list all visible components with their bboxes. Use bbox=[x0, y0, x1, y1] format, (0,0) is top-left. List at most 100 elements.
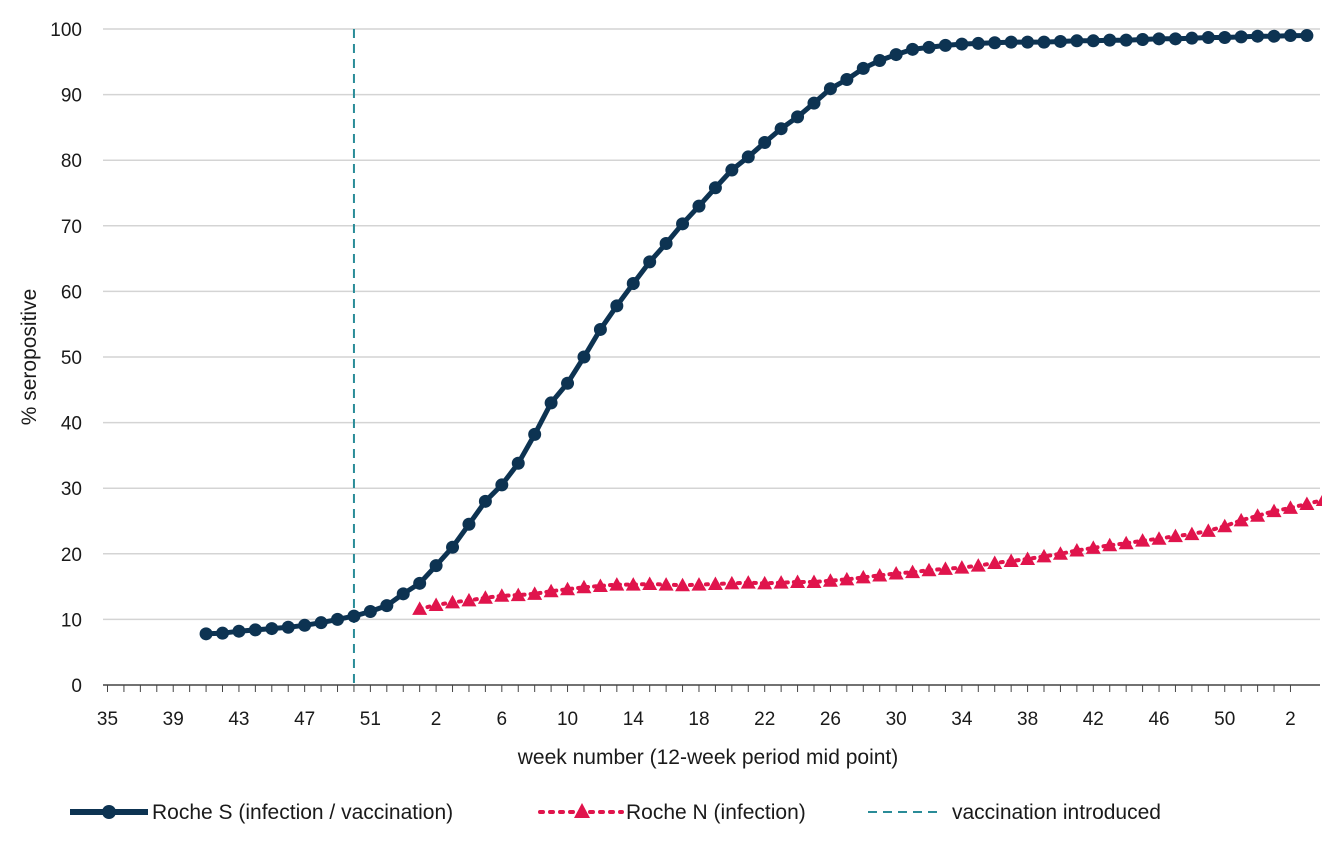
data-point bbox=[495, 478, 509, 492]
data-point bbox=[1085, 540, 1101, 554]
data-point bbox=[643, 255, 657, 269]
data-point bbox=[1119, 33, 1133, 47]
data-point bbox=[1234, 30, 1248, 44]
data-point bbox=[740, 575, 756, 589]
y-tick-label: 20 bbox=[61, 545, 82, 566]
data-point bbox=[511, 456, 525, 470]
data-point bbox=[1233, 512, 1249, 527]
data-point bbox=[314, 616, 328, 630]
data-point bbox=[1168, 32, 1182, 46]
data-point bbox=[265, 622, 279, 636]
x-tick-label: 34 bbox=[951, 709, 973, 730]
data-point bbox=[560, 581, 576, 596]
data-point bbox=[888, 565, 904, 580]
data-point bbox=[840, 73, 854, 87]
x-tick-label: 6 bbox=[497, 709, 508, 730]
data-point bbox=[216, 626, 230, 640]
data-point bbox=[1250, 508, 1266, 522]
x-tick-labels: 35 39 43 47 51 2 6 10 14 18 22 26 30 34 38 42 46 50 2 bbox=[97, 709, 1296, 730]
data-point bbox=[922, 40, 936, 54]
data-point bbox=[544, 396, 558, 410]
data-point bbox=[822, 573, 838, 587]
data-point bbox=[232, 624, 246, 638]
data-point bbox=[774, 122, 788, 136]
gridlines bbox=[103, 28, 1320, 621]
y-tick-label: 90 bbox=[61, 86, 82, 107]
data-point bbox=[806, 574, 822, 589]
data-point bbox=[921, 562, 937, 577]
x-tick-label: 47 bbox=[294, 709, 315, 730]
data-point bbox=[691, 577, 707, 591]
data-point bbox=[1152, 32, 1166, 46]
data-point bbox=[1135, 533, 1151, 547]
data-point bbox=[1086, 34, 1100, 48]
x-tick-label: 2 bbox=[431, 709, 442, 730]
data-point bbox=[412, 601, 428, 615]
data-point bbox=[906, 42, 920, 56]
legend: Roche S (infection / vaccination) Roche … bbox=[70, 801, 1161, 824]
x-tick-label: 18 bbox=[688, 709, 709, 730]
series-roche-n bbox=[412, 494, 1322, 615]
data-point bbox=[1201, 31, 1215, 45]
data-point bbox=[692, 199, 706, 213]
data-point bbox=[477, 590, 493, 604]
data-point bbox=[1267, 29, 1281, 43]
x-tick-label: 22 bbox=[754, 709, 775, 730]
x-tick-label: 35 bbox=[97, 709, 118, 730]
data-point bbox=[428, 597, 444, 611]
data-point bbox=[658, 577, 674, 591]
y-tick-label: 60 bbox=[61, 282, 82, 303]
legend-item-roche-s: Roche S (infection / vaccination) bbox=[70, 801, 453, 824]
data-point bbox=[577, 350, 591, 364]
data-point bbox=[1184, 526, 1200, 541]
data-point bbox=[1282, 500, 1298, 514]
series-layer bbox=[199, 29, 1322, 641]
x-tick-label: 42 bbox=[1083, 709, 1104, 730]
data-point bbox=[937, 561, 953, 575]
data-point bbox=[1266, 503, 1282, 518]
data-point bbox=[1251, 29, 1265, 43]
data-point bbox=[1315, 494, 1322, 507]
data-point bbox=[248, 623, 262, 637]
legend-marker-roche-s bbox=[102, 805, 116, 819]
data-point bbox=[363, 605, 377, 619]
data-point bbox=[626, 277, 640, 291]
data-point bbox=[543, 583, 559, 598]
data-point bbox=[1103, 33, 1117, 47]
x-axis bbox=[103, 684, 1320, 692]
data-point bbox=[592, 578, 608, 592]
x-tick-label: 50 bbox=[1214, 709, 1235, 730]
data-point bbox=[462, 517, 476, 531]
data-point bbox=[1185, 31, 1199, 45]
data-point bbox=[1021, 35, 1035, 49]
data-point bbox=[1020, 551, 1036, 566]
data-point bbox=[1283, 29, 1297, 43]
legend-label-vaccination: vaccination introduced bbox=[952, 801, 1161, 824]
data-point bbox=[561, 376, 575, 390]
y-tick-label: 70 bbox=[61, 217, 82, 238]
y-tick-label: 40 bbox=[61, 414, 82, 435]
data-point bbox=[773, 575, 789, 589]
data-point bbox=[380, 599, 394, 613]
data-point bbox=[954, 560, 970, 574]
x-tick-label: 30 bbox=[886, 709, 907, 730]
data-point bbox=[1069, 543, 1085, 557]
y-tick-label: 100 bbox=[50, 20, 82, 41]
data-point bbox=[625, 577, 641, 591]
series-roche-s bbox=[199, 29, 1314, 641]
data-point bbox=[905, 564, 921, 579]
data-point bbox=[758, 135, 772, 149]
y-tick-label: 50 bbox=[61, 348, 82, 369]
data-point bbox=[610, 299, 624, 313]
data-point bbox=[675, 577, 691, 592]
data-point bbox=[1136, 32, 1150, 46]
data-point bbox=[527, 586, 543, 600]
data-point bbox=[791, 110, 805, 124]
x-tick-label: 43 bbox=[228, 709, 249, 730]
data-point bbox=[1053, 34, 1067, 48]
data-point bbox=[741, 150, 755, 164]
data-point bbox=[889, 48, 903, 62]
x-tick-label: 2 bbox=[1285, 709, 1296, 730]
x-tick-label: 46 bbox=[1148, 709, 1169, 730]
data-point bbox=[593, 322, 607, 336]
